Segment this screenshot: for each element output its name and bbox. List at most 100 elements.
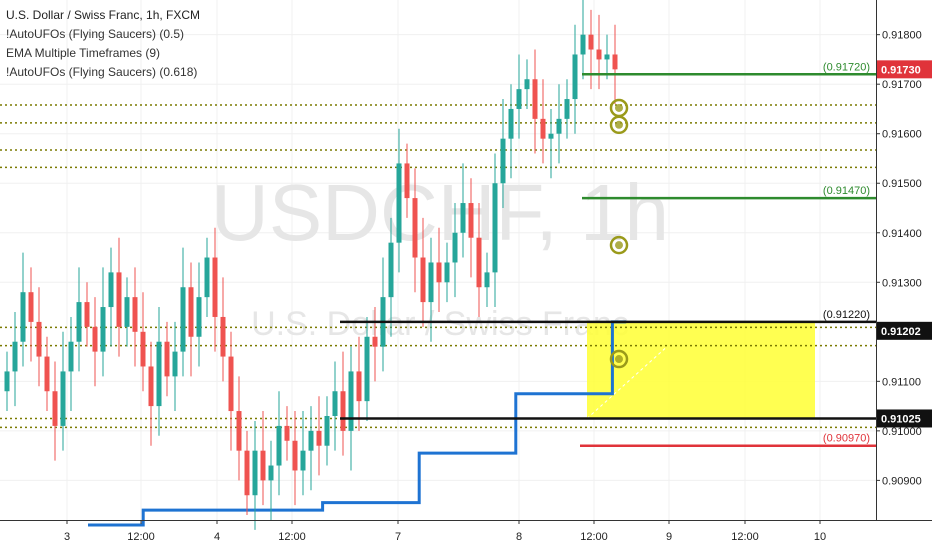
ufo-marker-ring [609, 115, 629, 135]
candle-body [468, 203, 474, 238]
candle-body [596, 49, 602, 60]
candle-body [20, 292, 26, 342]
legend-main[interactable]: U.S. Dollar / Swiss Franc, 1h, FXCM [6, 8, 201, 22]
ufo-marker-core [615, 120, 623, 129]
candle-body [324, 416, 330, 446]
y-tick-label: 0.91000 [882, 426, 922, 438]
legend-indicator-ufo-05[interactable]: !AutoUFOs (Flying Saucers) (0.5) [6, 27, 185, 41]
x-tick-label: 12:00 [278, 531, 306, 543]
candle-body [212, 257, 218, 317]
candle-body [284, 425, 290, 441]
candle-body [4, 371, 10, 392]
candle-body [244, 450, 250, 496]
x-tick-label: 12:00 [580, 531, 608, 543]
candle-body [196, 297, 202, 337]
candle-body [204, 257, 210, 298]
candles [4, 0, 618, 530]
x-tick-label: 10 [814, 531, 826, 543]
time-axis[interactable]: 3 12:00 4 12:00 7 8 12:00 9 12:00 10 [64, 520, 826, 543]
ufo-zone-box [587, 321, 815, 419]
x-tick-label: 8 [516, 531, 522, 543]
level-label: (0.91220) [823, 309, 870, 321]
legend-indicator-ufo-0618[interactable]: !AutoUFOs (Flying Saucers) (0.618) [6, 65, 198, 79]
legend-indicator-ema[interactable]: EMA Multiple Timeframes (9) [6, 46, 161, 60]
candle-body [292, 440, 298, 471]
candle-body [12, 341, 18, 372]
candle-body [180, 287, 186, 352]
ufo-markers [609, 98, 629, 369]
candle-body [108, 272, 114, 308]
y-tick-label: 0.91400 [882, 228, 922, 240]
candle-body [92, 326, 98, 352]
candle-body [300, 450, 306, 471]
candle-body [220, 316, 226, 357]
candle-body [388, 242, 394, 298]
candle-body [68, 341, 74, 372]
candle-body [580, 34, 586, 55]
candle-body [612, 54, 618, 70]
candle-body [52, 391, 58, 426]
candle-body [188, 287, 194, 337]
candle-body [124, 297, 130, 327]
candle-body [372, 336, 378, 347]
price-label-text: 0.91025 [881, 413, 921, 425]
candle-body [396, 163, 402, 243]
ufo-marker-core [615, 355, 623, 364]
candle-body [588, 34, 594, 50]
candle-body [268, 465, 274, 481]
y-tick-label: 0.91700 [882, 79, 922, 91]
candle-body [532, 79, 538, 119]
candle-body [364, 336, 370, 402]
candle-body [524, 79, 530, 90]
x-tick-label: 9 [666, 531, 672, 543]
x-tick-label: 7 [395, 531, 401, 543]
level-label: (0.91470) [823, 185, 870, 197]
y-tick-label: 0.91500 [882, 178, 922, 190]
candle-body [444, 262, 450, 283]
y-tick-label: 0.91300 [882, 277, 922, 289]
candle-body [252, 450, 258, 496]
grid [0, 0, 876, 520]
candle-body [36, 321, 42, 357]
x-tick-label: 3 [64, 531, 70, 543]
candle-body [172, 351, 178, 377]
price-label-box [877, 321, 932, 340]
candle-body [116, 272, 122, 327]
candle-body [332, 391, 338, 416]
price-label-text: 0.91202 [881, 326, 921, 338]
level-label: (0.91720) [823, 61, 870, 73]
watermark-name: U.S. Dollar / Swiss Franc [251, 305, 629, 343]
candle-body [308, 430, 314, 451]
price-label-box [877, 409, 932, 428]
candle-body [516, 89, 522, 109]
ufo-box-layer [586, 321, 815, 419]
candle-body [28, 292, 34, 322]
x-tick-label: 4 [214, 531, 220, 543]
y-tick-label: 0.91100 [882, 376, 921, 388]
candle-body [604, 54, 610, 60]
candle-body [140, 331, 146, 367]
price-axis[interactable]: 0.91800 0.91700 0.91600 0.91500 0.91400 0.913… [876, 30, 922, 488]
candle-body [316, 430, 322, 446]
candle-body [76, 302, 82, 342]
level-label: (0.90970) [823, 433, 870, 445]
plot-area[interactable] [0, 0, 876, 520]
candle-body [428, 262, 434, 303]
candle-body [236, 411, 242, 451]
candle-body [412, 198, 418, 258]
candle-body [228, 356, 234, 412]
candle-body [420, 257, 426, 303]
ufo-marker-ring [609, 235, 629, 255]
y-tick-label: 0.90900 [882, 475, 922, 487]
x-tick-label: 12:00 [731, 531, 759, 543]
x-tick-label: 12:00 [127, 531, 155, 543]
candle-body [132, 297, 138, 332]
candle-body [452, 232, 458, 263]
candle-body [164, 341, 170, 377]
candle-body [260, 450, 266, 481]
candle-body [84, 302, 90, 327]
candle-body [460, 203, 466, 233]
price-labels: 0.91730 0.91202 0.91025 [877, 60, 932, 428]
y-tick-label: 0.91600 [882, 129, 922, 141]
